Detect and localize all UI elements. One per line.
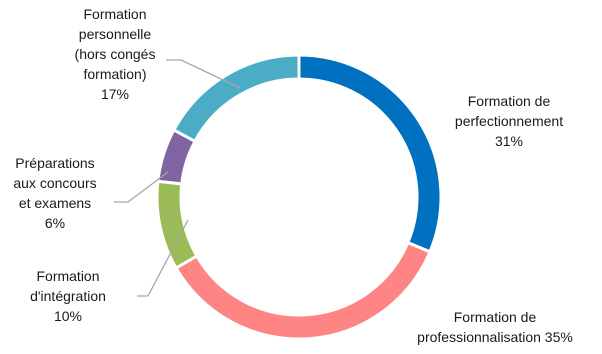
leader-line-2 [137,219,189,297]
slice-label-0: Formation de perfectionnement 31% [455,93,563,149]
slice-label-2: Formation d'intégration 10% [30,268,106,324]
donut-slice-0 [297,53,443,254]
donut-slice-1 [173,240,432,341]
donut-slice-4 [171,53,301,144]
leader-line-4 [166,59,241,89]
slice-label-1: Formation de professionnalisation 35% [417,309,573,345]
donut-slice-2 [155,179,199,271]
leader-line-3 [114,171,169,203]
slice-label-4: Formation personnelle (hors congés formatio… [75,6,156,102]
slice-label-3: Préparations aux concours et examens 6% [13,155,96,231]
